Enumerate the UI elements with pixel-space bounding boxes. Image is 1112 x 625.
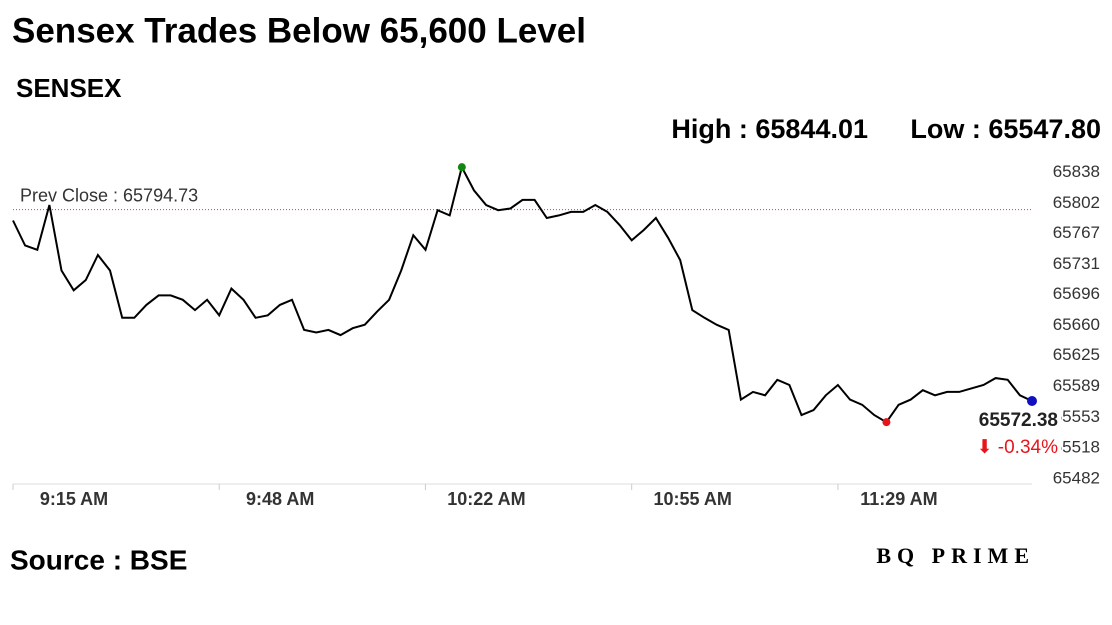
x-tick-label: 9:48 AM xyxy=(246,489,314,509)
y-tick-label: 65625 xyxy=(1053,345,1100,364)
y-tick-label: 65660 xyxy=(1053,315,1100,334)
chart-title: Sensex Trades Below 65,600 Level xyxy=(12,11,586,50)
x-tick-label: 10:22 AM xyxy=(447,489,525,509)
y-tick-label: 65767 xyxy=(1053,223,1100,242)
low-marker xyxy=(882,418,891,427)
high-label: High : 65844.01 xyxy=(671,114,868,144)
high-marker xyxy=(457,163,466,172)
low-label: Low : 65547.80 xyxy=(910,114,1101,144)
x-tick-label: 10:55 AM xyxy=(653,489,731,509)
x-tick-label: 11:29 AM xyxy=(860,489,937,509)
price-line xyxy=(12,164,1033,424)
last-marker xyxy=(1027,396,1037,407)
source: Source : BSE xyxy=(10,544,187,575)
y-tick-label: 65731 xyxy=(1053,254,1100,273)
y-tick-label: 65802 xyxy=(1053,193,1100,212)
y-tick-label: 65838 xyxy=(1053,162,1100,181)
chart-subtitle: SENSEX xyxy=(16,73,122,103)
x-tick-label: 9:15 AM xyxy=(40,489,108,509)
y-tick-label: 65589 xyxy=(1053,376,1100,395)
change-label: ⬇ -0.34% xyxy=(977,437,1059,458)
last-label: 65572.38 xyxy=(979,410,1058,431)
y-tick-label: 65518 xyxy=(1053,437,1100,456)
prev-close-label: Prev Close : 65794.73 xyxy=(20,185,198,205)
y-tick-label: 65482 xyxy=(1053,468,1100,487)
y-tick-label: 65696 xyxy=(1053,284,1100,303)
last-label-bg xyxy=(965,409,1061,468)
brand: BQ PRIME xyxy=(876,543,1035,568)
y-tick-label: 65553 xyxy=(1053,407,1100,426)
